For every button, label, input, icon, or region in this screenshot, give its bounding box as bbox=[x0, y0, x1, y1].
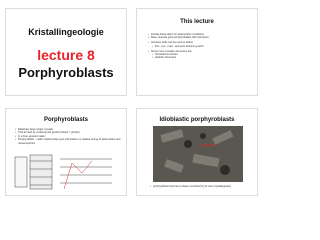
bullet: Ductile deformation & metamorphic condit… bbox=[151, 33, 253, 36]
lecture-number: lecture 8 bbox=[37, 47, 95, 63]
sub-bullet: Snowball structures bbox=[155, 53, 253, 56]
bullet: Relatively large single crystals bbox=[18, 128, 122, 131]
timing-diagram bbox=[14, 154, 112, 190]
rock-photo bbox=[153, 126, 243, 182]
slide: This lecture Ductile deformation & metam… bbox=[136, 8, 258, 96]
photo-label: andalusite bbox=[201, 143, 216, 147]
bullet: Rare minerals grow porphyroblasts with i… bbox=[151, 36, 253, 39]
bullet: Porphyroblast - matrix relationships giv… bbox=[18, 138, 122, 145]
lecture-title: Porphyroblasts bbox=[18, 65, 114, 80]
slide-title: Porphyroblasts bbox=[43, 117, 88, 123]
slide-title: This lecture bbox=[180, 19, 214, 25]
page: {"slides": [ {"title": "Kristallingeolog… bbox=[0, 0, 263, 203]
bullet-list: porphyroblast that has a shape controlle… bbox=[147, 185, 253, 188]
deck-title: Kristallingeologie bbox=[28, 27, 104, 37]
bullet: In a finer-grained matrix bbox=[18, 135, 122, 138]
bullet: Some more complex structures are: bbox=[151, 50, 253, 53]
bullet-list: Relatively large single crystals That fo… bbox=[12, 128, 122, 145]
slide: Idioblastic porphyroblasts andalusite po… bbox=[136, 108, 258, 196]
sub-bullet: Helicitic structures bbox=[155, 56, 253, 59]
bullet-list: Ductile deformation & metamorphic condit… bbox=[145, 33, 253, 60]
slide: Porphyroblasts Relatively large single c… bbox=[5, 108, 127, 196]
bullet: Inclusion trails can be used to define bbox=[151, 41, 253, 44]
bullet: That formed by metamorphic growth (blast… bbox=[18, 131, 122, 134]
sub-bullet: Pre-, syn-, inter-, and post-tectonic gr… bbox=[155, 45, 253, 48]
caption: porphyroblast that has a shape controlle… bbox=[153, 185, 253, 188]
slide-title: Idioblastic porphyroblasts bbox=[159, 117, 235, 123]
slide: Kristallingeologie lecture 8 Porphyrobla… bbox=[5, 8, 127, 96]
